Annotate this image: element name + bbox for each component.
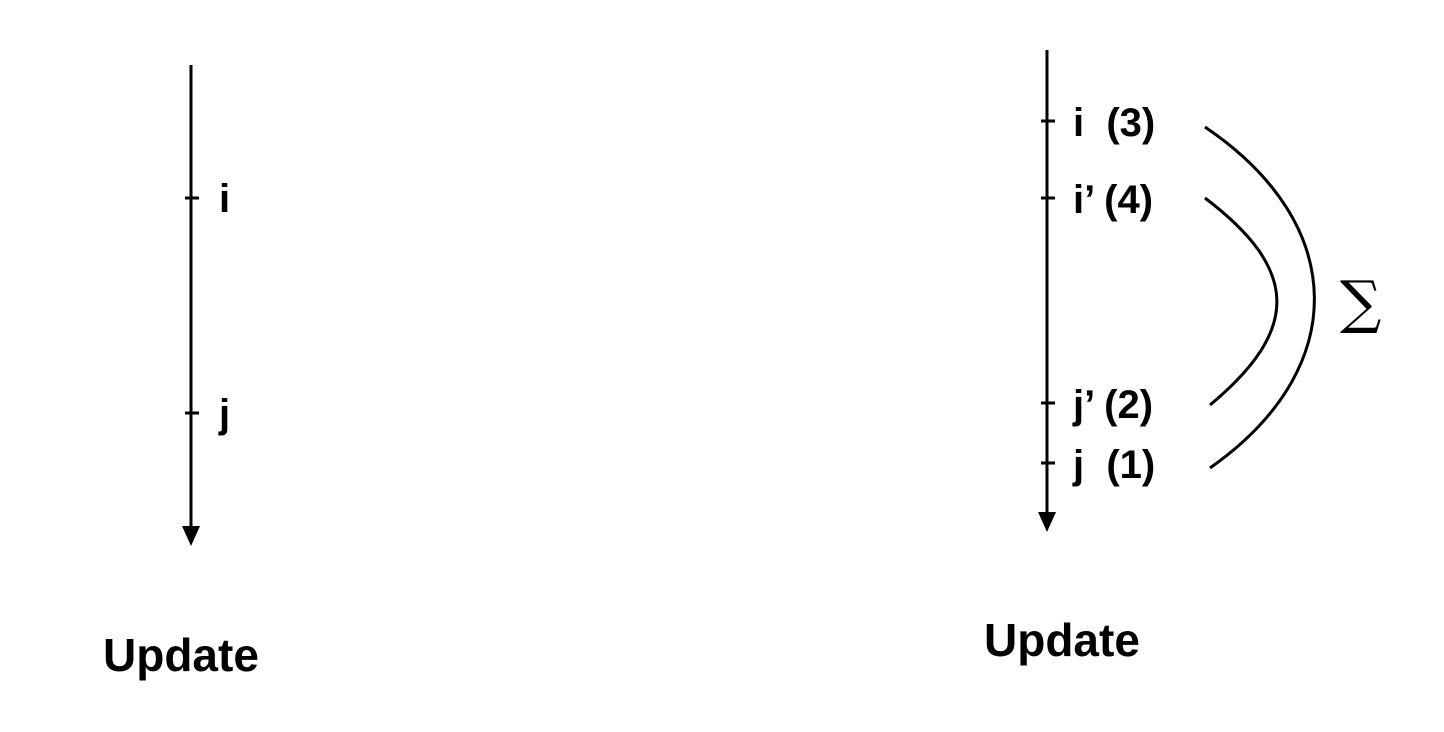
outer-bracket-arc — [1204, 125, 1316, 470]
left-tick-label-j: j — [218, 392, 230, 436]
right-caption: Update — [984, 614, 1140, 666]
sum-symbol: ∑ — [1340, 268, 1381, 336]
right-tick-label-i: i (3) — [1073, 101, 1155, 145]
right-tick-label-i-prime: i’ (4) — [1073, 178, 1153, 222]
left-caption: Update — [103, 629, 259, 681]
right-tick-label-j-prime: j’ (2) — [1072, 383, 1153, 427]
left-timeline-arrowhead — [182, 526, 200, 546]
inner-bracket-arc — [1204, 196, 1279, 407]
right-tick-label-j: j (1) — [1072, 443, 1155, 487]
right-timeline-arrowhead — [1038, 512, 1056, 532]
left-panel: i j Update — [103, 65, 259, 681]
left-tick-label-i: i — [219, 177, 230, 221]
right-panel: i (3) i’ (4) j’ (2) j (1) ∑ Update — [984, 50, 1381, 666]
